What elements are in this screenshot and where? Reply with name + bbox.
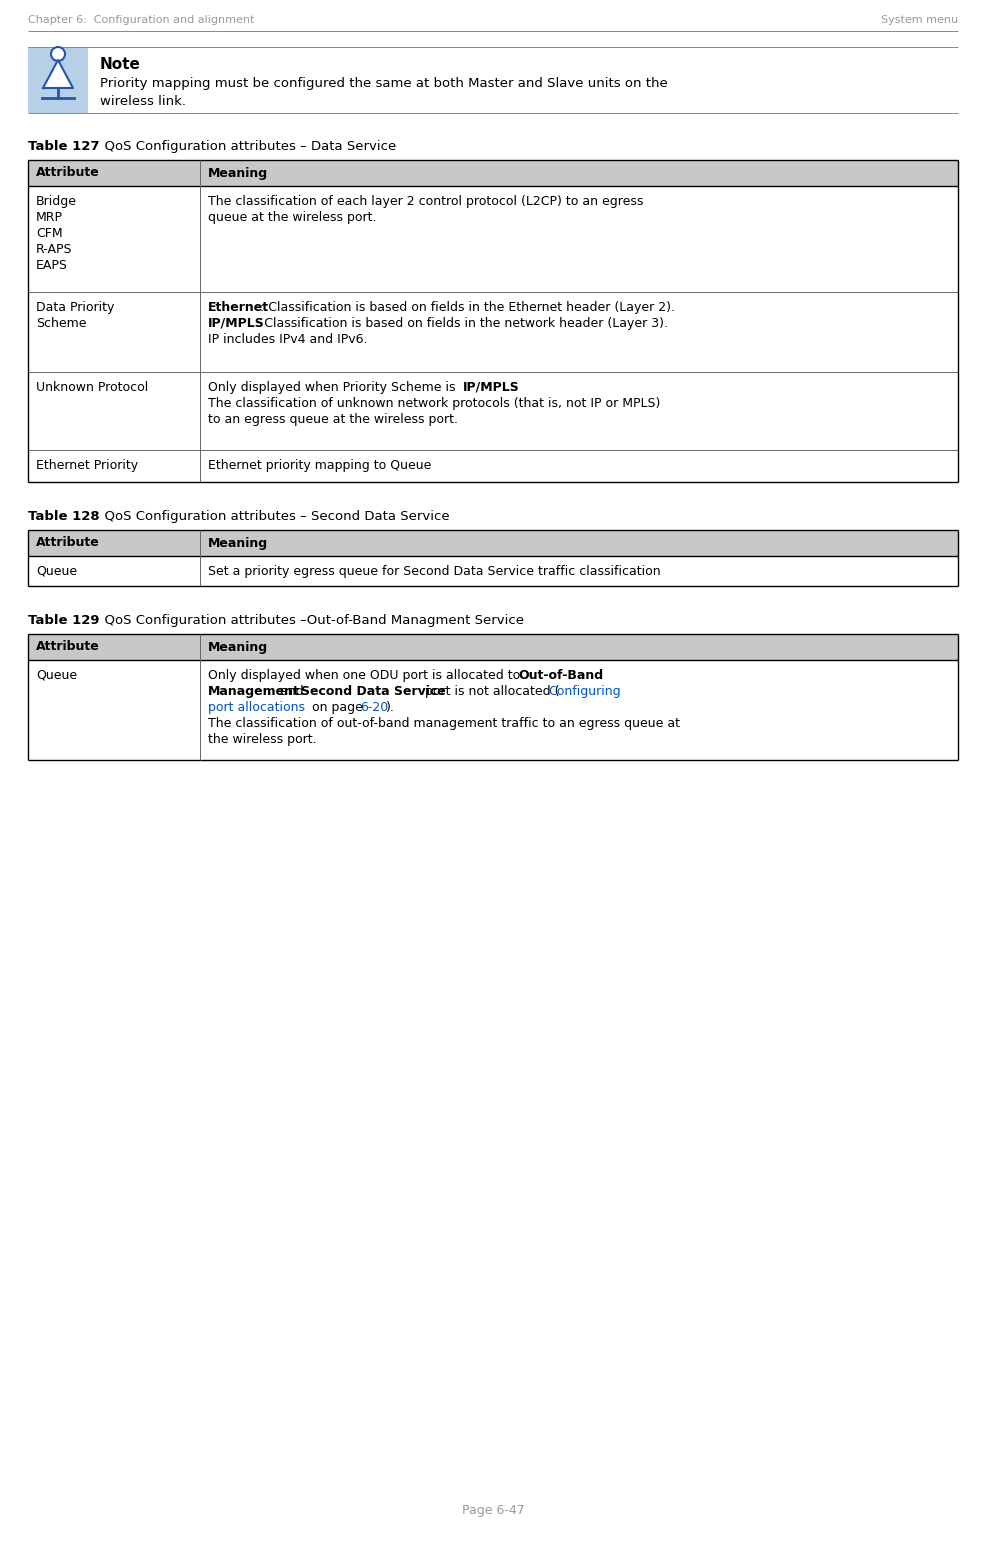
Text: Queue: Queue [36, 669, 77, 683]
Text: Note: Note [100, 58, 141, 72]
Text: on page: on page [308, 701, 367, 714]
Text: Scheme: Scheme [36, 317, 87, 330]
Text: to an egress queue at the wireless port.: to an egress queue at the wireless port. [208, 414, 458, 426]
Text: Meaning: Meaning [208, 536, 268, 549]
Text: The classification of out-of-band management traffic to an egress queue at: The classification of out-of-band manage… [208, 717, 680, 729]
Text: 6-20: 6-20 [360, 701, 388, 714]
Text: queue at the wireless port.: queue at the wireless port. [208, 211, 377, 224]
Text: MRP: MRP [36, 211, 63, 224]
Text: Management: Management [208, 686, 300, 698]
Text: the wireless port.: the wireless port. [208, 732, 317, 746]
Text: Only displayed when Priority Scheme is: Only displayed when Priority Scheme is [208, 381, 459, 393]
Text: Priority mapping must be configured the same at both Master and Slave units on t: Priority mapping must be configured the … [100, 78, 668, 90]
Text: System menu: System menu [880, 16, 958, 25]
Text: The classification of each layer 2 control protocol (L2CP) to an egress: The classification of each layer 2 contr… [208, 194, 644, 208]
Text: Data Priority: Data Priority [36, 302, 114, 314]
Text: and: and [276, 686, 308, 698]
Text: Ethernet priority mapping to Queue: Ethernet priority mapping to Queue [208, 459, 432, 473]
Text: Bridge: Bridge [36, 194, 77, 208]
Text: Attribute: Attribute [36, 166, 100, 179]
Text: wireless link.: wireless link. [100, 95, 186, 107]
Text: : Classification is based on fields in the network header (Layer 3).: : Classification is based on fields in t… [256, 317, 669, 330]
Text: Ethernet: Ethernet [208, 302, 269, 314]
Text: Attribute: Attribute [36, 536, 100, 549]
Text: R-APS: R-APS [36, 243, 73, 257]
Text: port allocations: port allocations [208, 701, 305, 714]
Text: QoS Configuration attributes –Out-of-Band Managment Service: QoS Configuration attributes –Out-of-Ban… [96, 614, 524, 627]
Text: IP/MPLS: IP/MPLS [208, 317, 265, 330]
Text: Configuring: Configuring [548, 686, 620, 698]
Text: ).: ). [387, 701, 395, 714]
Text: Only displayed when one ODU port is allocated to: Only displayed when one ODU port is allo… [208, 669, 525, 683]
Text: IP includes IPv4 and IPv6.: IP includes IPv4 and IPv6. [208, 333, 368, 347]
Text: Unknown Protocol: Unknown Protocol [36, 381, 148, 393]
Text: Queue: Queue [36, 564, 77, 578]
Text: Ethernet Priority: Ethernet Priority [36, 459, 138, 473]
Text: CFM: CFM [36, 227, 63, 239]
Text: IP/MPLS: IP/MPLS [463, 381, 520, 393]
Text: Table 128: Table 128 [28, 510, 100, 522]
Text: Attribute: Attribute [36, 641, 100, 653]
Polygon shape [43, 61, 73, 89]
Text: QoS Configuration attributes – Second Data Service: QoS Configuration attributes – Second Da… [96, 510, 450, 522]
FancyBboxPatch shape [28, 160, 958, 187]
Text: EAPS: EAPS [36, 260, 68, 272]
Text: Page 6-47: Page 6-47 [461, 1504, 525, 1518]
Text: QoS Configuration attributes – Data Service: QoS Configuration attributes – Data Serv… [96, 140, 396, 152]
Text: Meaning: Meaning [208, 641, 268, 653]
Text: The classification of unknown network protocols (that is, not IP or MPLS): The classification of unknown network pr… [208, 397, 661, 411]
Circle shape [51, 47, 65, 61]
Text: Table 127: Table 127 [28, 140, 100, 152]
FancyBboxPatch shape [28, 530, 958, 557]
Text: Meaning: Meaning [208, 166, 268, 179]
Text: Chapter 6:  Configuration and alignment: Chapter 6: Configuration and alignment [28, 16, 254, 25]
Text: : Classification is based on fields in the Ethernet header (Layer 2).: : Classification is based on fields in t… [260, 302, 675, 314]
Text: Table 129: Table 129 [28, 614, 100, 627]
FancyBboxPatch shape [28, 634, 958, 659]
Text: port is not allocated (: port is not allocated ( [421, 686, 559, 698]
Text: .: . [511, 381, 515, 393]
Text: Set a priority egress queue for Second Data Service traffic classification: Set a priority egress queue for Second D… [208, 564, 661, 578]
Text: Out-of-Band: Out-of-Band [518, 669, 603, 683]
FancyBboxPatch shape [28, 47, 88, 114]
Text: Second Data Service: Second Data Service [301, 686, 446, 698]
